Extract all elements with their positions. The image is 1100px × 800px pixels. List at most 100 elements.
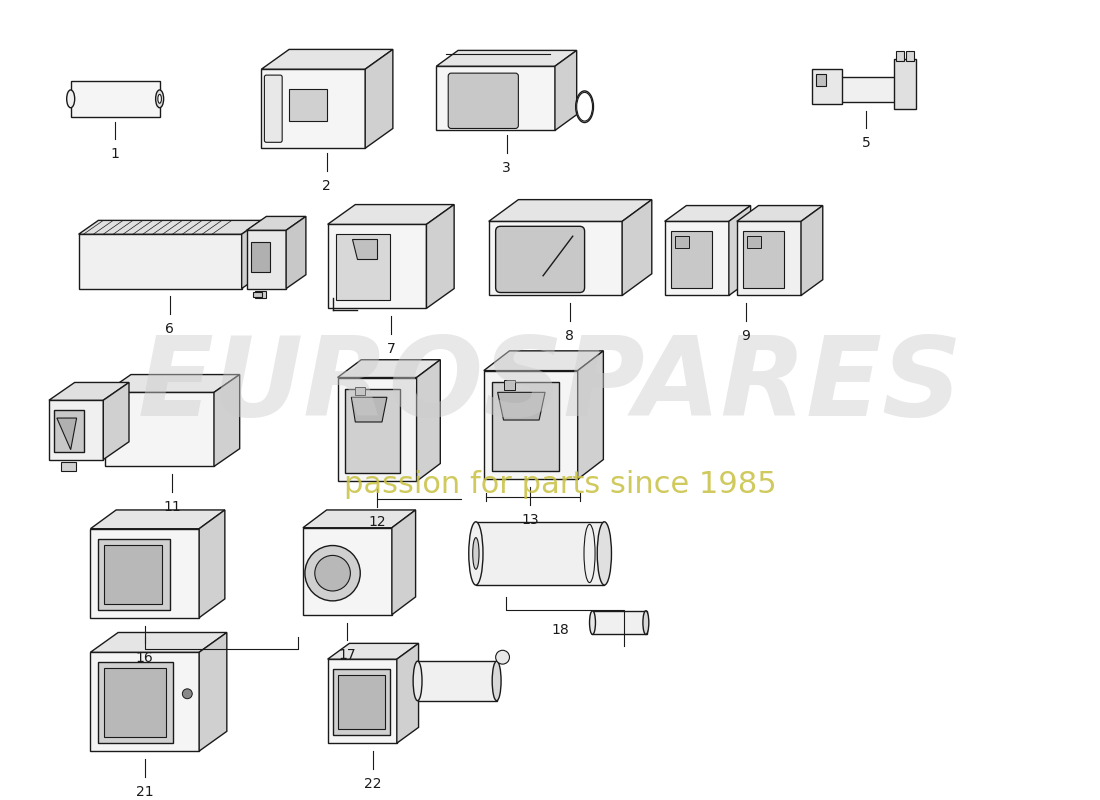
Polygon shape — [437, 50, 576, 66]
Text: 11: 11 — [164, 500, 182, 514]
Bar — [816, 74, 826, 86]
Ellipse shape — [590, 610, 595, 634]
Polygon shape — [484, 351, 604, 370]
Polygon shape — [365, 50, 393, 148]
Polygon shape — [338, 360, 440, 378]
Text: 2: 2 — [322, 179, 331, 193]
Polygon shape — [484, 370, 578, 479]
Bar — [104, 668, 166, 738]
Bar — [98, 538, 169, 610]
Polygon shape — [488, 222, 623, 295]
Polygon shape — [199, 510, 224, 618]
Polygon shape — [106, 392, 214, 466]
Circle shape — [496, 650, 509, 664]
Polygon shape — [437, 66, 554, 130]
Text: 13: 13 — [521, 513, 539, 527]
Polygon shape — [801, 206, 823, 295]
Text: 5: 5 — [862, 136, 870, 150]
Polygon shape — [242, 220, 262, 289]
Polygon shape — [302, 510, 416, 528]
Polygon shape — [417, 360, 440, 482]
Text: 22: 22 — [364, 777, 382, 790]
Bar — [355, 387, 365, 395]
Polygon shape — [497, 392, 546, 420]
Polygon shape — [397, 643, 419, 743]
Text: EUROSPARES: EUROSPARES — [138, 332, 962, 439]
Bar — [289, 89, 327, 121]
Bar — [336, 234, 389, 301]
Polygon shape — [90, 652, 199, 751]
Ellipse shape — [155, 90, 164, 108]
Bar — [338, 675, 385, 730]
Bar — [476, 522, 604, 585]
FancyBboxPatch shape — [448, 73, 518, 129]
Text: 16: 16 — [136, 651, 154, 666]
Ellipse shape — [469, 522, 483, 585]
Bar — [104, 545, 162, 604]
Polygon shape — [48, 382, 129, 400]
Bar — [742, 231, 784, 287]
Bar — [418, 661, 496, 701]
Polygon shape — [106, 374, 240, 392]
Polygon shape — [328, 643, 419, 659]
Circle shape — [315, 555, 351, 591]
Bar — [504, 381, 516, 390]
Polygon shape — [246, 217, 306, 230]
Bar — [253, 291, 263, 298]
Polygon shape — [262, 50, 393, 69]
Polygon shape — [351, 398, 387, 422]
Polygon shape — [664, 206, 750, 222]
Text: 7: 7 — [386, 342, 395, 356]
Circle shape — [183, 689, 192, 698]
Text: 21: 21 — [136, 785, 154, 798]
Bar — [747, 236, 761, 248]
Ellipse shape — [67, 90, 75, 108]
Polygon shape — [328, 205, 454, 224]
Text: 6: 6 — [165, 322, 174, 336]
Bar — [60, 462, 76, 471]
Circle shape — [305, 546, 361, 601]
Bar — [671, 231, 712, 287]
Polygon shape — [392, 510, 416, 614]
Ellipse shape — [576, 93, 593, 121]
Text: 12: 12 — [368, 515, 386, 529]
Bar — [894, 59, 915, 109]
Bar — [70, 81, 160, 117]
Bar — [332, 669, 389, 735]
Bar — [593, 610, 647, 634]
Polygon shape — [664, 222, 729, 295]
FancyBboxPatch shape — [496, 226, 584, 293]
Ellipse shape — [642, 610, 649, 634]
Polygon shape — [57, 418, 77, 450]
Polygon shape — [427, 205, 454, 308]
Text: passion for parts since 1985: passion for parts since 1985 — [343, 470, 777, 498]
Polygon shape — [48, 400, 103, 459]
Bar — [254, 290, 266, 298]
Polygon shape — [262, 69, 365, 148]
Text: 9: 9 — [741, 329, 750, 343]
Ellipse shape — [473, 538, 478, 570]
Polygon shape — [214, 374, 240, 466]
Polygon shape — [488, 200, 652, 222]
Ellipse shape — [575, 91, 594, 122]
Polygon shape — [623, 200, 652, 295]
Bar — [251, 242, 271, 272]
Polygon shape — [302, 528, 392, 614]
Bar — [905, 51, 914, 62]
Bar — [328, 659, 397, 743]
Polygon shape — [90, 510, 224, 529]
Text: 18: 18 — [551, 622, 569, 637]
Polygon shape — [729, 206, 750, 295]
Text: 3: 3 — [502, 161, 510, 175]
Polygon shape — [90, 633, 227, 652]
Ellipse shape — [492, 661, 502, 701]
Bar — [812, 69, 842, 104]
Polygon shape — [328, 224, 427, 308]
Polygon shape — [103, 382, 129, 459]
Ellipse shape — [158, 94, 162, 103]
Polygon shape — [78, 234, 242, 289]
Polygon shape — [737, 206, 823, 222]
FancyBboxPatch shape — [264, 75, 283, 142]
Text: 17: 17 — [339, 648, 356, 662]
Bar — [837, 77, 905, 102]
